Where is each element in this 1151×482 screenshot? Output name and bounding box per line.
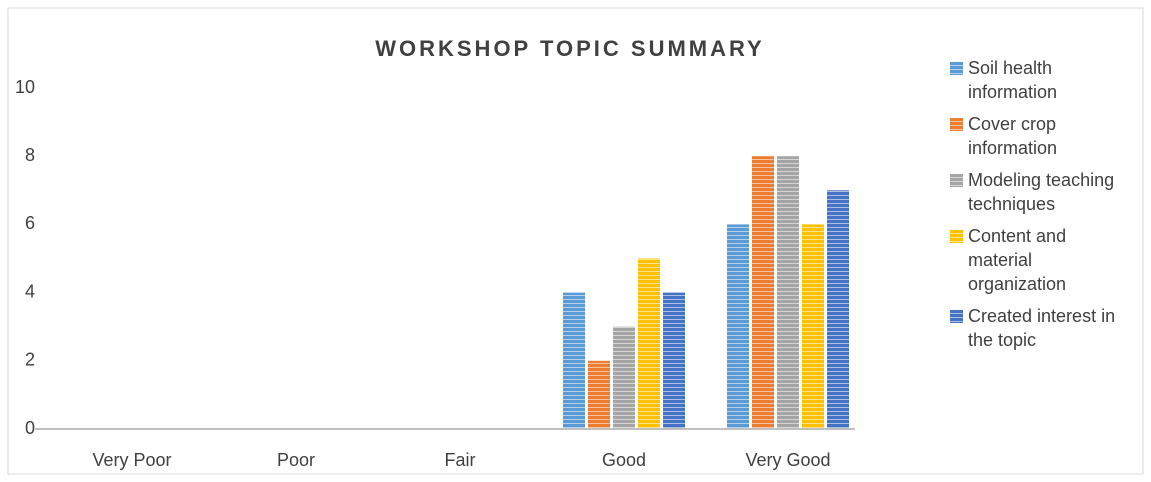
- legend-label: Soil health information: [968, 58, 1058, 102]
- legend-label: Modeling teaching techniques: [968, 170, 1115, 214]
- legend-swatch: [950, 62, 963, 75]
- x-tick-label: Good: [602, 450, 646, 470]
- legend: Soil health information Cover crop inform…: [948, 56, 1118, 360]
- legend-swatch: [950, 174, 963, 187]
- y-tick-label: 10: [15, 77, 35, 97]
- y-tick-label: 4: [25, 281, 35, 301]
- legend-item: Modeling teaching techniques: [948, 168, 1118, 216]
- legend-swatch: [950, 230, 963, 243]
- legend-swatch: [950, 118, 963, 131]
- bar: [613, 326, 635, 429]
- bar: [563, 292, 585, 429]
- legend-swatch: [950, 310, 963, 323]
- x-tick-label: Very Good: [745, 450, 830, 470]
- legend-item: Cover crop information: [948, 112, 1118, 160]
- legend-label: Content and material organization: [968, 226, 1067, 294]
- legend-item: Created interest in the topic: [948, 304, 1118, 352]
- bar: [827, 190, 849, 429]
- legend-item: Soil health information: [948, 56, 1118, 104]
- bar: [727, 224, 749, 429]
- legend-label: Cover crop information: [968, 114, 1058, 158]
- y-tick-label: 8: [25, 145, 35, 165]
- bar: [663, 292, 685, 429]
- bar: [777, 156, 799, 429]
- y-tick-label: 0: [25, 418, 35, 438]
- bar: [802, 224, 824, 429]
- x-tick-label: Fair: [445, 450, 476, 470]
- legend-item: Content and material organization: [948, 224, 1118, 296]
- bar: [752, 156, 774, 429]
- chart-border: [7, 7, 1144, 475]
- y-tick-label: 2: [25, 350, 35, 370]
- chart-title: WORKSHOP TOPIC SUMMARY: [375, 36, 765, 61]
- legend-label: Created interest in the topic: [968, 306, 1116, 350]
- bar: [638, 258, 660, 429]
- y-tick-label: 6: [25, 213, 35, 233]
- x-tick-label: Very Poor: [92, 450, 171, 470]
- x-tick-label: Poor: [277, 450, 315, 470]
- bar: [588, 360, 610, 429]
